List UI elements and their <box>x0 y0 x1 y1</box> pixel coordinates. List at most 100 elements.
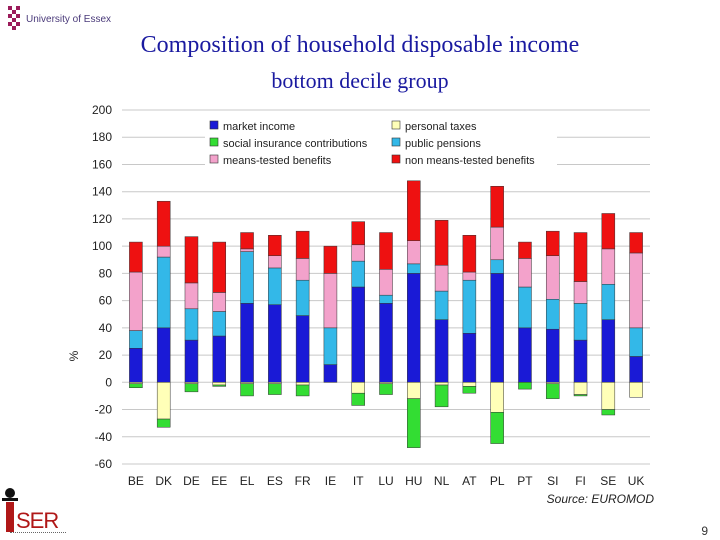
bar-segment <box>545 299 560 330</box>
iser-logo-i-icon <box>6 502 14 532</box>
bar-segment <box>351 244 365 262</box>
bar-segment <box>462 235 477 273</box>
bar-segment <box>240 251 254 304</box>
y-tick-label: 160 <box>92 157 112 171</box>
bar-segment <box>629 327 643 357</box>
bar-segment <box>212 335 227 383</box>
iser-logo-dot-icon <box>5 488 15 498</box>
bar-segment <box>295 382 310 386</box>
legend-label: social insurance contributions <box>223 138 368 150</box>
bar-segment <box>518 258 532 288</box>
iser-logo-subline <box>10 532 66 535</box>
bar-segment <box>295 230 310 259</box>
bar-segment <box>490 382 504 413</box>
legend-swatch <box>391 154 401 164</box>
x-tick-label: IT <box>353 474 364 488</box>
x-tick-label: HU <box>405 474 422 488</box>
bar-segment <box>156 327 171 383</box>
bar-segment <box>518 286 532 329</box>
x-tick-label: ES <box>267 474 283 488</box>
legend-label: public pensions <box>405 138 481 150</box>
legend-box <box>205 114 557 170</box>
bar-segment <box>573 281 588 304</box>
bar-segment <box>156 256 171 329</box>
bar-segment <box>629 382 643 398</box>
iser-logo-text: SER <box>16 508 59 533</box>
bar-segment <box>573 303 588 341</box>
y-tick-label: 140 <box>92 185 112 199</box>
bar-segment <box>212 292 227 312</box>
bar-segment <box>156 418 171 428</box>
bar-segment <box>545 383 560 399</box>
legend-label: personal taxes <box>405 121 477 133</box>
bar-segment <box>462 382 477 387</box>
x-tick-label: EL <box>240 474 255 488</box>
bar-segment <box>573 232 588 282</box>
page-number: 9 <box>701 524 708 538</box>
x-tick-label: EE <box>211 474 227 488</box>
x-tick-label: DK <box>155 474 172 488</box>
y-tick-label: 120 <box>92 212 112 226</box>
bar-segment <box>351 286 365 383</box>
bar-segment <box>212 384 227 387</box>
university-name: University of Essex <box>26 13 112 25</box>
y-tick-label: 0 <box>105 375 112 389</box>
bar-segment <box>295 384 310 397</box>
bar-segment <box>295 315 310 383</box>
bar-segment <box>462 386 477 394</box>
bar-segment <box>212 382 227 386</box>
bar-segment <box>573 339 588 383</box>
bar-segment <box>129 383 143 389</box>
chart-subtitle: bottom decile group <box>271 68 449 93</box>
legend-label: means-tested benefits <box>223 155 332 167</box>
bar-segment <box>129 241 143 273</box>
x-tick-label: FR <box>295 474 311 488</box>
source-note: Source: EUROMOD <box>547 492 655 506</box>
bar-segment <box>351 221 365 246</box>
bar-segment <box>490 185 504 228</box>
bar-segment <box>184 282 199 310</box>
bar-segment <box>601 284 616 320</box>
bar-segment <box>379 303 393 383</box>
bar-segment <box>545 328 560 383</box>
y-tick-label: 20 <box>99 348 113 362</box>
x-tick-label: PL <box>490 474 505 488</box>
legend-label: non means-tested benefits <box>405 155 535 167</box>
x-tick-label: AT <box>462 474 477 488</box>
bar-segment <box>184 236 199 284</box>
x-tick-label: SI <box>547 474 558 488</box>
x-tick-label: UK <box>628 474 645 488</box>
bar-segment <box>629 356 643 383</box>
bar-segment <box>268 235 282 256</box>
bar-segment <box>323 245 338 274</box>
y-tick-label: 200 <box>92 103 112 117</box>
bar-segment <box>240 303 254 383</box>
bar-segment <box>351 392 365 406</box>
bar-segment <box>351 382 365 394</box>
bar-segment <box>156 382 171 420</box>
bar-segment <box>268 383 282 395</box>
bar-segment <box>601 382 616 410</box>
bar-segment <box>240 248 254 252</box>
y-tick-label: 180 <box>92 130 112 144</box>
legend-swatch <box>209 137 219 147</box>
bar-segment <box>240 232 254 250</box>
legend-swatch <box>209 120 219 130</box>
x-tick-label: PT <box>517 474 533 488</box>
bar-segment <box>268 255 282 269</box>
bar-segment <box>434 220 449 266</box>
bar-segment <box>407 382 421 399</box>
bar-segment <box>129 330 143 349</box>
x-tick-label: SE <box>600 474 616 488</box>
bar-segment <box>379 232 393 270</box>
bar-segment <box>407 398 421 448</box>
x-tick-label: NL <box>434 474 450 488</box>
chart-title: Composition of household disposable inco… <box>140 32 580 58</box>
bar-segment <box>573 382 588 395</box>
bar-segment <box>407 240 421 265</box>
bar-segment <box>601 409 616 416</box>
x-tick-label: FI <box>575 474 586 488</box>
bar-segment <box>601 319 616 383</box>
bar-segment <box>129 271 143 331</box>
